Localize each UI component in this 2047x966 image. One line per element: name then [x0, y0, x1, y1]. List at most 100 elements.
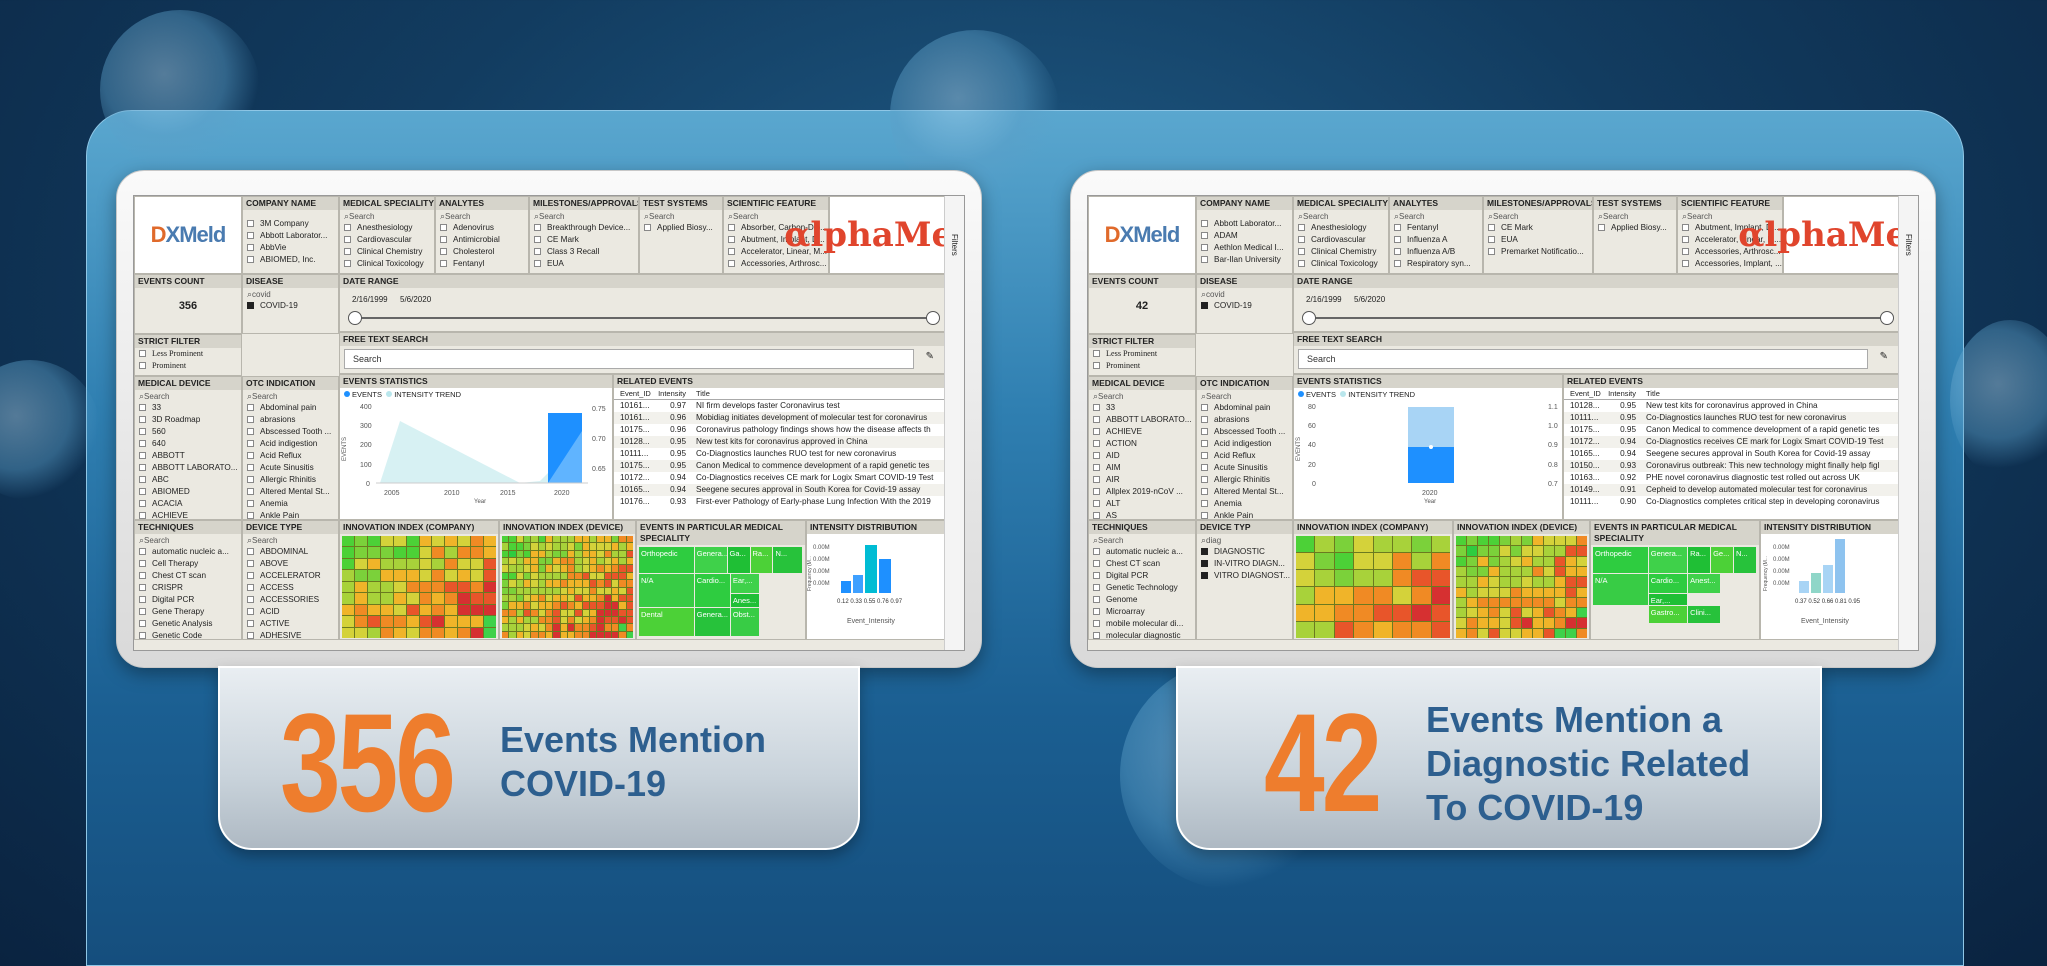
search-input[interactable]: diag: [1197, 534, 1292, 546]
treemap-cell[interactable]: [342, 547, 354, 558]
treemap-cell[interactable]: [1296, 621, 1315, 638]
list-item[interactable]: Abscessed Tooth ...: [243, 426, 338, 438]
treemap-cell[interactable]: [1555, 628, 1565, 638]
list-item[interactable]: Abscessed Tooth ...: [1197, 426, 1292, 438]
treemap-cell[interactable]: [575, 550, 582, 558]
list-item[interactable]: Chest CT scan: [135, 570, 241, 582]
search-input[interactable]: Search: [1089, 390, 1195, 402]
list-item[interactable]: Fentanyl: [436, 258, 528, 270]
search-input[interactable]: Search: [1197, 390, 1292, 402]
eraser-icon[interactable]: ✎: [1879, 351, 1888, 362]
treemap-cell[interactable]: [502, 536, 509, 543]
treemap-cell[interactable]: [619, 624, 626, 631]
treemap-cell[interactable]: [575, 558, 582, 565]
treemap-cell[interactable]: [1544, 546, 1554, 556]
treemap-cell[interactable]: [445, 547, 458, 558]
treemap-cell[interactable]: [516, 602, 523, 609]
treemap-cell[interactable]: [590, 558, 597, 565]
list-item[interactable]: Acid indigestion: [243, 438, 338, 450]
treemap-cell[interactable]: [1555, 608, 1565, 618]
treemap-cell[interactable]: [626, 558, 633, 565]
list-item[interactable]: Abbott Laborator...: [243, 230, 338, 242]
list-item[interactable]: Cardiovascular: [340, 234, 434, 246]
treemap-cell[interactable]: [1533, 566, 1543, 577]
treemap-cell[interactable]: [406, 616, 419, 627]
treemap-cell[interactable]: [597, 536, 604, 543]
treemap-cell[interactable]: [484, 536, 496, 547]
treemap-cell[interactable]: [524, 602, 531, 609]
treemap-cell[interactable]: [458, 581, 471, 593]
treemap-cell[interactable]: [393, 536, 406, 547]
treemap-cell[interactable]: [1456, 566, 1466, 577]
list-item[interactable]: Abutment, Implant, D...: [1678, 222, 1782, 234]
treemap-tile[interactable]: Cardio...: [694, 574, 730, 608]
treemap-cell[interactable]: [531, 594, 538, 602]
treemap-cell[interactable]: [516, 572, 523, 580]
treemap-cell[interactable]: [560, 572, 567, 580]
treemap-cell[interactable]: [1577, 556, 1587, 566]
treemap-cell[interactable]: [1315, 587, 1334, 604]
list-item[interactable]: ABIOMED, Inc.: [243, 254, 338, 266]
treemap-cell[interactable]: [1478, 587, 1488, 597]
treemap-cell[interactable]: [1522, 608, 1532, 618]
treemap-cell[interactable]: [502, 631, 509, 638]
list-item[interactable]: ABC: [135, 474, 241, 486]
treemap-cell[interactable]: [597, 624, 604, 631]
list-item[interactable]: 33: [1089, 402, 1195, 414]
treemap-cell[interactable]: [502, 624, 509, 631]
treemap-cell[interactable]: [597, 631, 604, 638]
treemap-cell[interactable]: [546, 550, 553, 558]
treemap-tile[interactable]: Ra...: [1688, 547, 1711, 573]
list-item[interactable]: molecular diagnostic: [1089, 630, 1195, 642]
treemap-cell[interactable]: [553, 616, 560, 624]
treemap-cell[interactable]: [626, 616, 633, 624]
treemap-cell[interactable]: [1478, 536, 1488, 546]
treemap-cell[interactable]: [546, 572, 553, 580]
list-item[interactable]: Fentanyl: [1390, 222, 1482, 234]
treemap-cell[interactable]: [619, 550, 626, 558]
table-row[interactable]: 10165... 0.94 Seegene secures approval in …: [614, 484, 944, 496]
list-item[interactable]: Acid indigestion: [1197, 438, 1292, 450]
treemap-cell[interactable]: [1334, 621, 1354, 638]
treemap-cell[interactable]: [1392, 536, 1412, 553]
treemap-cell[interactable]: [538, 550, 545, 558]
treemap-cell[interactable]: [1566, 628, 1576, 638]
list-item[interactable]: Genetic Technology: [1089, 582, 1195, 594]
treemap-cell[interactable]: [612, 587, 619, 594]
treemap-cell[interactable]: [1522, 546, 1532, 556]
treemap-cell[interactable]: [1566, 566, 1576, 577]
device-treemap[interactable]: [1456, 536, 1587, 638]
treemap-cell[interactable]: [509, 565, 516, 572]
treemap-cell[interactable]: [1500, 577, 1510, 587]
treemap-cell[interactable]: [538, 580, 545, 587]
treemap-cell[interactable]: [590, 587, 597, 594]
treemap-cell[interactable]: [597, 572, 604, 580]
treemap-cell[interactable]: [1522, 618, 1532, 628]
list-item[interactable]: AIM: [1089, 462, 1195, 474]
search-input[interactable]: Search: [1594, 210, 1676, 222]
list-item[interactable]: Clinical Chemistry: [340, 246, 434, 258]
list-item[interactable]: Clinical Toxicology: [340, 258, 434, 270]
treemap-cell[interactable]: [1467, 556, 1477, 566]
treemap-cell[interactable]: [531, 587, 538, 594]
treemap-cell[interactable]: [568, 565, 575, 572]
treemap-cell[interactable]: [582, 550, 589, 558]
treemap-cell[interactable]: [406, 593, 419, 604]
treemap-cell[interactable]: [419, 570, 432, 581]
table-row[interactable]: 10161... 0.96 Mobidiag initiates developme…: [614, 412, 944, 424]
treemap-cell[interactable]: [575, 565, 582, 572]
table-row[interactable]: 10175... 0.95 Canon Medical to commence de…: [1570, 425, 1880, 434]
list-item[interactable]: Altered Mental St...: [1197, 486, 1292, 498]
list-item[interactable]: Respiratory syn...: [1390, 258, 1482, 270]
treemap-cell[interactable]: [516, 616, 523, 624]
treemap-cell[interactable]: [546, 609, 553, 616]
treemap-cell[interactable]: [484, 570, 496, 581]
treemap-cell[interactable]: [524, 624, 531, 631]
treemap-cell[interactable]: [1489, 556, 1499, 566]
treemap-cell[interactable]: [1456, 608, 1466, 618]
treemap-cell[interactable]: [619, 580, 626, 587]
treemap-cell[interactable]: [1544, 597, 1554, 608]
treemap-cell[interactable]: [1373, 604, 1392, 621]
search-input[interactable]: Search: [530, 210, 638, 222]
treemap-cell[interactable]: [484, 604, 496, 616]
